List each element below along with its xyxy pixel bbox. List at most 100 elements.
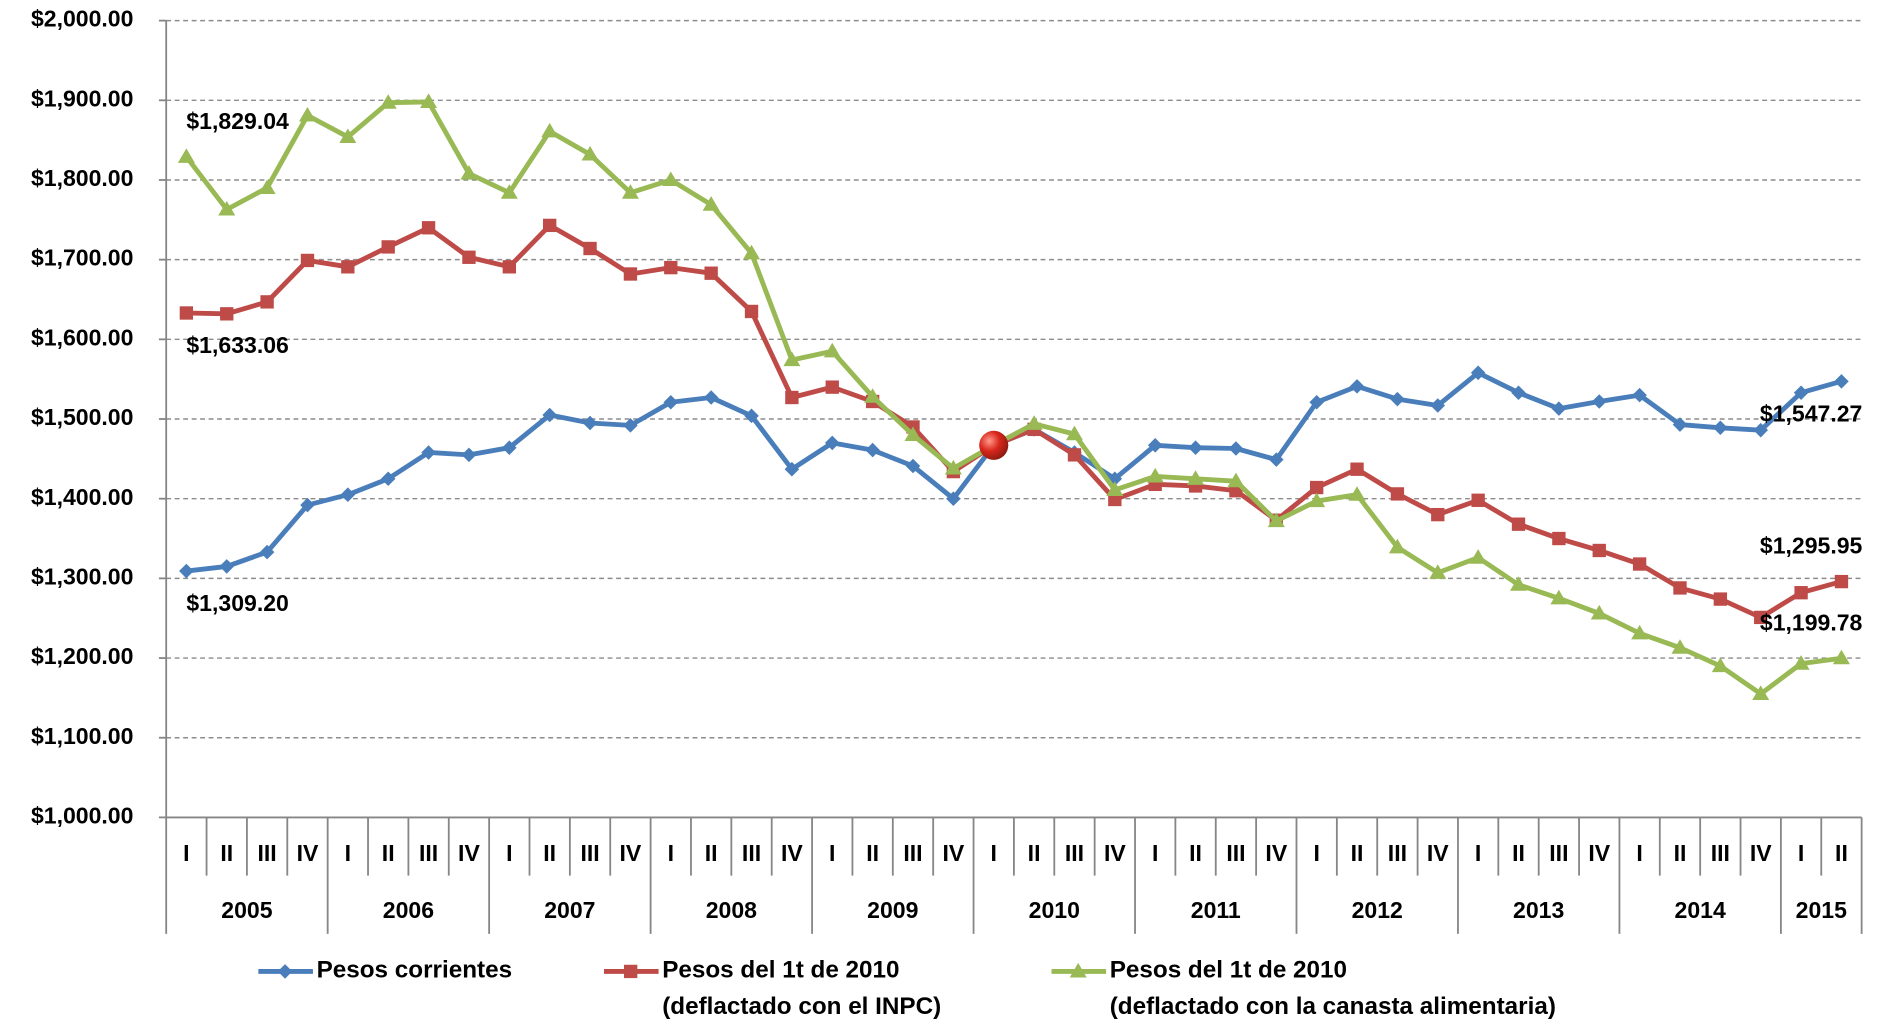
series-line — [184, 99, 1842, 697]
legend-entry: Pesos del 1t de 2010 (deflactado con la … — [1110, 957, 1556, 1020]
x-tick-label: III — [1388, 840, 1407, 866]
marker — [258, 179, 276, 195]
marker — [1309, 395, 1324, 410]
x-group-label: 2008 — [706, 897, 757, 923]
legend-label: Pesos del 1t de 2010 (deflactado con el … — [662, 956, 942, 1020]
marker — [946, 491, 961, 506]
marker — [581, 145, 599, 161]
marker — [1350, 462, 1364, 476]
marker — [1430, 398, 1446, 413]
marker — [1511, 517, 1526, 531]
marker — [1470, 365, 1486, 381]
marker — [1834, 374, 1849, 389]
x-tick-label: I — [1152, 840, 1158, 866]
marker — [1794, 586, 1808, 600]
marker — [904, 426, 922, 442]
marker — [379, 94, 397, 109]
marker — [583, 241, 597, 256]
marker — [1067, 448, 1082, 462]
marker — [1310, 480, 1324, 495]
y-tick-label: $1,000.00 — [31, 802, 133, 828]
data-label: $1,309.20 — [186, 590, 288, 616]
x-tick-label: I — [1313, 840, 1319, 866]
marker — [1228, 441, 1244, 456]
marker — [421, 445, 436, 460]
x-tick-label: III — [742, 840, 761, 866]
marker — [421, 221, 436, 235]
marker — [460, 165, 478, 180]
marker — [784, 461, 800, 477]
marker — [420, 93, 438, 108]
marker — [220, 307, 234, 321]
data-label: $1,633.06 — [186, 332, 288, 358]
marker — [541, 122, 559, 138]
marker — [702, 196, 720, 211]
marker — [340, 487, 356, 502]
legend-entry: Pesos corrientes — [317, 957, 513, 984]
marker — [1752, 685, 1770, 700]
marker — [300, 253, 315, 268]
x-group-label: 2013 — [1513, 897, 1564, 923]
marker — [864, 388, 882, 403]
marker — [1390, 391, 1405, 407]
marker — [823, 342, 841, 358]
x-group-label: 2015 — [1796, 897, 1847, 923]
y-tick-label: $1,600.00 — [31, 324, 133, 350]
marker — [1069, 962, 1087, 978]
marker — [219, 559, 235, 574]
x-tick-label: I — [183, 840, 189, 866]
marker — [339, 128, 357, 144]
marker — [1349, 379, 1365, 394]
x-tick-label: I — [345, 840, 351, 866]
x-tick-label: IV — [942, 840, 964, 866]
x-tick-label: IV — [458, 840, 480, 866]
marker — [1834, 574, 1849, 589]
x-group-label: 2005 — [221, 897, 272, 923]
marker — [1793, 385, 1809, 400]
marker — [1065, 425, 1083, 441]
marker — [1711, 657, 1729, 673]
x-tick-label: IV — [1104, 840, 1126, 866]
marker — [1308, 492, 1326, 508]
marker — [502, 440, 517, 455]
marker — [260, 295, 274, 309]
marker — [1632, 557, 1647, 571]
x-tick-label: IV — [1265, 840, 1287, 866]
x-tick-label: II — [543, 840, 556, 866]
marker — [785, 390, 799, 405]
x-group-label: 2014 — [1675, 897, 1726, 923]
x-tick-label: I — [668, 840, 674, 866]
marker — [1632, 387, 1647, 403]
x-tick-label: IV — [1588, 840, 1610, 866]
marker — [1753, 422, 1768, 438]
y-tick-label: $1,100.00 — [31, 723, 133, 749]
y-tick-label: $1,900.00 — [31, 85, 133, 111]
x-tick-label: II — [1512, 840, 1525, 866]
x-tick-label: I — [1475, 840, 1481, 866]
marker — [905, 458, 921, 474]
x-tick-label: III — [1711, 840, 1730, 866]
marker — [462, 250, 476, 264]
marker — [502, 260, 516, 274]
marker — [825, 380, 839, 394]
marker — [1106, 481, 1124, 496]
x-tick-label: IV — [1750, 840, 1772, 866]
x-group-label: 2009 — [867, 897, 918, 923]
marker — [1269, 452, 1284, 467]
marker — [1552, 531, 1566, 546]
x-tick-label: II — [866, 840, 879, 866]
marker — [298, 106, 316, 122]
marker — [1431, 507, 1445, 522]
marker — [1429, 564, 1447, 579]
marker — [744, 408, 759, 424]
x-tick-label: IV — [781, 840, 803, 866]
x-tick-label: III — [258, 840, 277, 866]
marker — [1631, 624, 1649, 640]
x-tick-label: II — [1674, 840, 1687, 866]
marker — [1187, 470, 1205, 485]
marker — [542, 407, 557, 423]
marker — [624, 964, 638, 979]
x-tick-label: III — [419, 840, 438, 866]
marker — [704, 266, 718, 280]
